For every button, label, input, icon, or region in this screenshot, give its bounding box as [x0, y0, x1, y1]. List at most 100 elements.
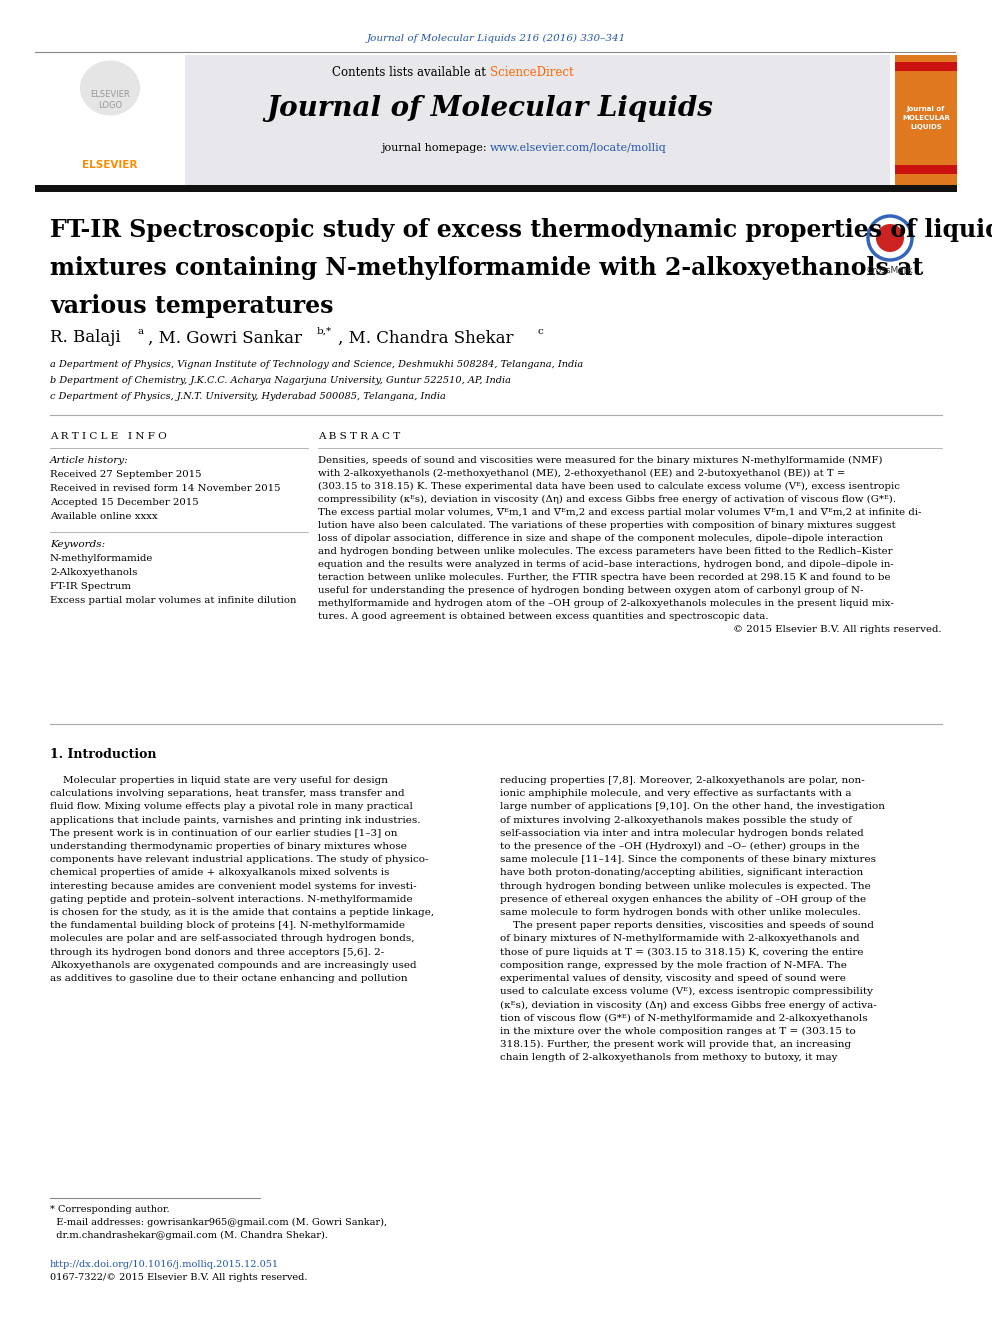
Text: 0167-7322/© 2015 Elsevier B.V. All rights reserved.: 0167-7322/© 2015 Elsevier B.V. All right… — [50, 1273, 308, 1282]
Text: understanding thermodynamic properties of binary mixtures whose: understanding thermodynamic properties o… — [50, 841, 407, 851]
Text: and hydrogen bonding between unlike molecules. The excess parameters have been f: and hydrogen bonding between unlike mole… — [318, 546, 893, 556]
Ellipse shape — [80, 61, 140, 115]
Text: fluid flow. Mixing volume effects play a pivotal role in many practical: fluid flow. Mixing volume effects play a… — [50, 803, 413, 811]
Text: components have relevant industrial applications. The study of physico-: components have relevant industrial appl… — [50, 855, 429, 864]
Text: Journal of Molecular Liquids 216 (2016) 330–341: Journal of Molecular Liquids 216 (2016) … — [366, 33, 626, 42]
Text: journal homepage:: journal homepage: — [381, 143, 490, 153]
Text: c Department of Physics, J.N.T. University, Hyderabad 500085, Telangana, India: c Department of Physics, J.N.T. Universi… — [50, 392, 445, 401]
Text: large number of applications [9,10]. On the other hand, the investigation: large number of applications [9,10]. On … — [500, 803, 885, 811]
Text: FT-IR Spectroscopic study of excess thermodynamic properties of liquid: FT-IR Spectroscopic study of excess ther… — [50, 218, 992, 242]
Text: as additives to gasoline due to their octane enhancing and pollution: as additives to gasoline due to their oc… — [50, 974, 408, 983]
Text: c: c — [537, 327, 543, 336]
Text: of mixtures involving 2-alkoxyethanols makes possible the study of: of mixtures involving 2-alkoxyethanols m… — [500, 815, 852, 824]
Text: in the mixture over the whole composition ranges at T = (303.15 to: in the mixture over the whole compositio… — [500, 1027, 856, 1036]
Bar — [35, 185, 957, 192]
Text: CrossMark: CrossMark — [867, 266, 914, 275]
Text: methylformamide and hydrogen atom of the –OH group of 2-alkoxyethanols molecules: methylformamide and hydrogen atom of the… — [318, 599, 894, 609]
Text: useful for understanding the presence of hydrogen bonding between oxygen atom of: useful for understanding the presence of… — [318, 586, 863, 595]
Text: a Department of Physics, Vignan Institute of Technology and Science, Deshmukhi 5: a Department of Physics, Vignan Institut… — [50, 360, 583, 369]
Text: equation and the results were analyzed in terms of acid–base interactions, hydro: equation and the results were analyzed i… — [318, 560, 894, 569]
Text: R. Balaji: R. Balaji — [50, 329, 126, 347]
Text: same molecule to form hydrogen bonds with other unlike molecules.: same molecule to form hydrogen bonds wit… — [500, 908, 861, 917]
Text: ELSEVIER: ELSEVIER — [82, 160, 138, 169]
Text: E-mail addresses: gowrisankar965@gmail.com (M. Gowri Sankar),: E-mail addresses: gowrisankar965@gmail.c… — [50, 1218, 387, 1228]
Text: Accepted 15 December 2015: Accepted 15 December 2015 — [50, 497, 198, 507]
Text: N-methylformamide: N-methylformamide — [50, 554, 154, 564]
Text: self-association via inter and intra molecular hydrogen bonds related: self-association via inter and intra mol… — [500, 828, 864, 837]
Text: Journal of
MOLECULAR
LIQUIDS: Journal of MOLECULAR LIQUIDS — [902, 106, 950, 130]
Text: through hydrogen bonding between unlike molecules is expected. The: through hydrogen bonding between unlike … — [500, 881, 871, 890]
Text: Alkoxyethanols are oxygenated compounds and are increasingly used: Alkoxyethanols are oxygenated compounds … — [50, 960, 417, 970]
Text: various temperatures: various temperatures — [50, 294, 333, 318]
Text: teraction between unlike molecules. Further, the FTIR spectra have been recorded: teraction between unlike molecules. Furt… — [318, 573, 891, 582]
Bar — [35, 56, 890, 185]
Text: to the presence of the –OH (Hydroxyl) and –O– (ether) groups in the: to the presence of the –OH (Hydroxyl) an… — [500, 841, 860, 851]
Text: same molecule [11–14]. Since the components of these binary mixtures: same molecule [11–14]. Since the compone… — [500, 855, 876, 864]
Text: gating peptide and protein–solvent interactions. N-methylformamide: gating peptide and protein–solvent inter… — [50, 894, 413, 904]
Text: © 2015 Elsevier B.V. All rights reserved.: © 2015 Elsevier B.V. All rights reserved… — [733, 624, 942, 634]
Text: molecules are polar and are self-associated through hydrogen bonds,: molecules are polar and are self-associa… — [50, 934, 415, 943]
Text: ELSEVIER
LOGO: ELSEVIER LOGO — [90, 90, 130, 110]
Text: chain length of 2-alkoxyethanols from methoxy to butoxy, it may: chain length of 2-alkoxyethanols from me… — [500, 1053, 837, 1062]
Bar — [895, 56, 957, 185]
Text: (303.15 to 318.15) K. These experimental data have been used to calculate excess: (303.15 to 318.15) K. These experimental… — [318, 482, 900, 491]
Text: a: a — [138, 327, 144, 336]
Text: Contents lists available at: Contents lists available at — [332, 66, 490, 78]
Text: through its hydrogen bond donors and three acceptors [5,6]. 2-: through its hydrogen bond donors and thr… — [50, 947, 384, 957]
Bar — [35, 56, 185, 185]
Text: A B S T R A C T: A B S T R A C T — [318, 433, 400, 441]
Bar — [895, 165, 957, 175]
Text: presence of ethereal oxygen enhances the ability of –OH group of the: presence of ethereal oxygen enhances the… — [500, 894, 866, 904]
Text: b,*: b,* — [317, 327, 332, 336]
Text: calculations involving separations, heat transfer, mass transfer and: calculations involving separations, heat… — [50, 790, 405, 798]
Text: The excess partial molar volumes, V̅ᴱm,1 and V̅ᴱm,2 and excess partial molar vol: The excess partial molar volumes, V̅ᴱm,1… — [318, 508, 922, 517]
Text: with 2-alkoxyethanols (2-methoxyethanol (ME), 2-ethoxyethanol (EE) and 2-butoxye: with 2-alkoxyethanols (2-methoxyethanol … — [318, 468, 845, 478]
Text: Densities, speeds of sound and viscosities were measured for the binary mixtures: Densities, speeds of sound and viscositi… — [318, 456, 883, 466]
Text: , M. Gowri Sankar: , M. Gowri Sankar — [148, 329, 308, 347]
Text: http://dx.doi.org/10.1016/j.molliq.2015.12.051: http://dx.doi.org/10.1016/j.molliq.2015.… — [50, 1259, 279, 1269]
Text: , M. Chandra Shekar: , M. Chandra Shekar — [338, 329, 519, 347]
Text: Available online xxxx: Available online xxxx — [50, 512, 158, 521]
Text: of binary mixtures of N-methylformamide with 2-alkoxyethanols and: of binary mixtures of N-methylformamide … — [500, 934, 860, 943]
Text: chemical properties of amide + alkoxyalkanols mixed solvents is: chemical properties of amide + alkoxyalk… — [50, 868, 390, 877]
Text: Molecular properties in liquid state are very useful for design: Molecular properties in liquid state are… — [50, 777, 388, 785]
Text: interesting because amides are convenient model systems for investi-: interesting because amides are convenien… — [50, 881, 417, 890]
Text: 318.15). Further, the present work will provide that, an increasing: 318.15). Further, the present work will … — [500, 1040, 851, 1049]
Text: www.elsevier.com/locate/molliq: www.elsevier.com/locate/molliq — [490, 143, 667, 153]
Text: the fundamental building block of proteins [4]. N-methylformamide: the fundamental building block of protei… — [50, 921, 405, 930]
Text: ionic amphiphile molecule, and very effective as surfactants with a: ionic amphiphile molecule, and very effe… — [500, 790, 851, 798]
Text: b Department of Chemistry, J.K.C.C. Acharya Nagarjuna University, Guntur 522510,: b Department of Chemistry, J.K.C.C. Acha… — [50, 376, 511, 385]
Text: experimental values of density, viscosity and speed of sound were: experimental values of density, viscosit… — [500, 974, 846, 983]
Text: lution have also been calculated. The variations of these properties with compos: lution have also been calculated. The va… — [318, 521, 896, 531]
Text: Received 27 September 2015: Received 27 September 2015 — [50, 470, 201, 479]
Text: loss of dipolar association, difference in size and shape of the component molec: loss of dipolar association, difference … — [318, 534, 883, 542]
Text: FT-IR Spectrum: FT-IR Spectrum — [50, 582, 131, 591]
Text: Keywords:: Keywords: — [50, 540, 105, 549]
Circle shape — [876, 224, 904, 251]
Text: ScienceDirect: ScienceDirect — [490, 66, 573, 78]
Text: Excess partial molar volumes at infinite dilution: Excess partial molar volumes at infinite… — [50, 595, 297, 605]
Text: applications that include paints, varnishes and printing ink industries.: applications that include paints, varnis… — [50, 815, 421, 824]
Text: The present paper reports densities, viscosities and speeds of sound: The present paper reports densities, vis… — [500, 921, 874, 930]
Text: * Corresponding author.: * Corresponding author. — [50, 1205, 170, 1215]
Text: have both proton-donating/accepting abilities, significant interaction: have both proton-donating/accepting abil… — [500, 868, 863, 877]
Text: 1. Introduction: 1. Introduction — [50, 747, 157, 761]
Text: tures. A good agreement is obtained between excess quantities and spectroscopic : tures. A good agreement is obtained betw… — [318, 613, 769, 620]
Text: 2-Alkoxyethanols: 2-Alkoxyethanols — [50, 568, 137, 577]
Text: Journal of Molecular Liquids: Journal of Molecular Liquids — [267, 94, 713, 122]
Text: dr.m.chandrashekar@gmail.com (M. Chandra Shekar).: dr.m.chandrashekar@gmail.com (M. Chandra… — [50, 1230, 328, 1240]
Bar — [895, 62, 957, 71]
Text: (κᴱs), deviation in viscosity (Δη) and excess Gibbs free energy of activa-: (κᴱs), deviation in viscosity (Δη) and e… — [500, 1000, 877, 1009]
Text: those of pure liquids at T = (303.15 to 318.15) K, covering the entire: those of pure liquids at T = (303.15 to … — [500, 947, 863, 957]
Text: composition range, expressed by the mole fraction of N-MFA. The: composition range, expressed by the mole… — [500, 960, 847, 970]
Text: Received in revised form 14 November 2015: Received in revised form 14 November 201… — [50, 484, 281, 493]
Text: used to calculate excess volume (Vᴱ), excess isentropic compressibility: used to calculate excess volume (Vᴱ), ex… — [500, 987, 873, 996]
Text: The present work is in continuation of our earlier studies [1–3] on: The present work is in continuation of o… — [50, 828, 398, 837]
Text: tion of viscous flow (G*ᴱ) of N-methylformamide and 2-alkoxyethanols: tion of viscous flow (G*ᴱ) of N-methylfo… — [500, 1013, 868, 1023]
Text: mixtures containing N-methylformamide with 2-alkoxyethanols at: mixtures containing N-methylformamide wi… — [50, 255, 924, 280]
Text: A R T I C L E   I N F O: A R T I C L E I N F O — [50, 433, 167, 441]
Text: compressibility (κᴱs), deviation in viscosity (Δη) and excess Gibbs free energy : compressibility (κᴱs), deviation in visc… — [318, 495, 896, 504]
Text: Article history:: Article history: — [50, 456, 129, 464]
Text: reducing properties [7,8]. Moreover, 2-alkoxyethanols are polar, non-: reducing properties [7,8]. Moreover, 2-a… — [500, 777, 865, 785]
Text: is chosen for the study, as it is the amide that contains a peptide linkage,: is chosen for the study, as it is the am… — [50, 908, 434, 917]
